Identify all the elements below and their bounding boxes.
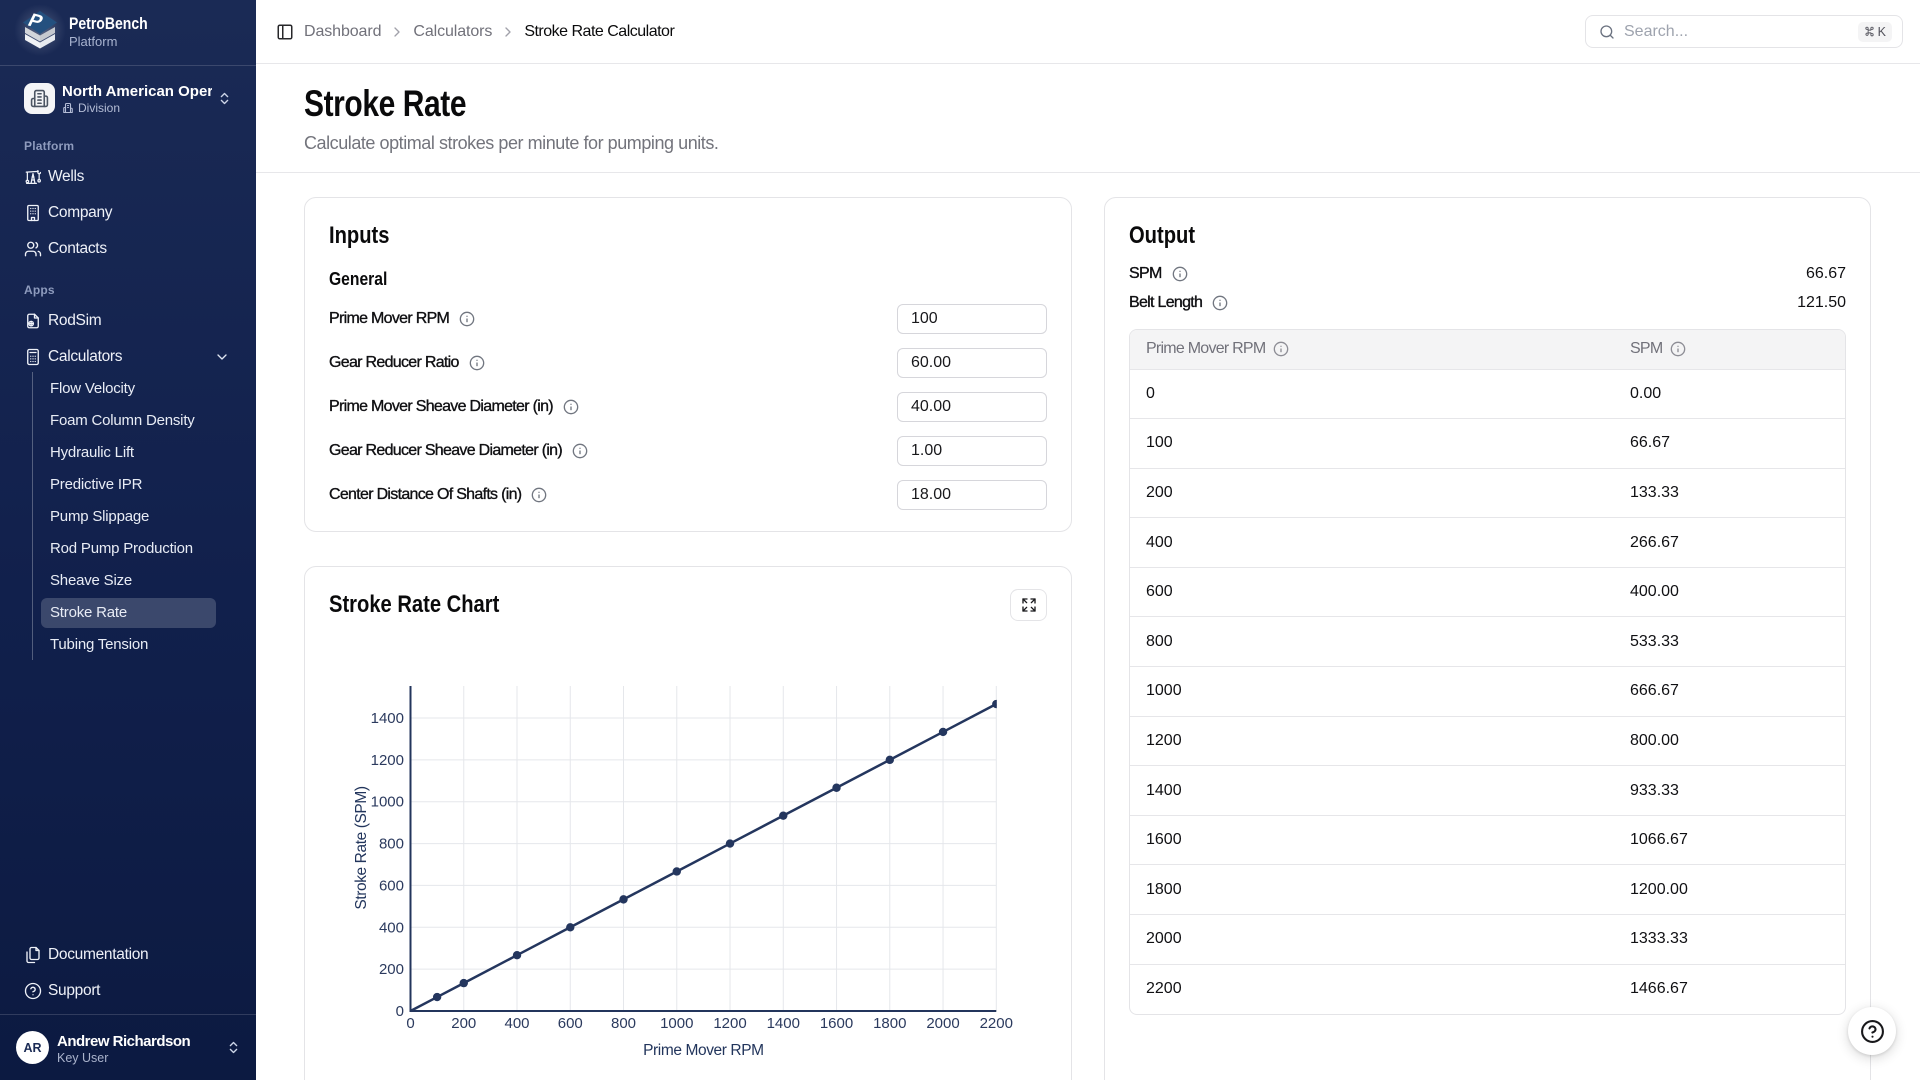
svg-text:600: 600 <box>379 877 404 894</box>
svg-text:1400: 1400 <box>371 710 404 727</box>
svg-text:1200: 1200 <box>713 1015 746 1032</box>
svg-text:Prime Mover RPM: Prime Mover RPM <box>643 1042 764 1059</box>
svg-text:200: 200 <box>451 1015 476 1032</box>
svg-text:1000: 1000 <box>371 794 404 811</box>
svg-text:0: 0 <box>396 1003 404 1020</box>
svg-text:0: 0 <box>406 1015 414 1032</box>
svg-text:1600: 1600 <box>820 1015 853 1032</box>
svg-text:1200: 1200 <box>371 752 404 769</box>
svg-text:2200: 2200 <box>980 1015 1013 1032</box>
svg-text:Stroke Rate (SPM): Stroke Rate (SPM) <box>353 786 370 910</box>
svg-text:1000: 1000 <box>660 1015 693 1032</box>
svg-text:400: 400 <box>504 1015 529 1032</box>
svg-text:1400: 1400 <box>767 1015 800 1032</box>
svg-text:800: 800 <box>379 836 404 853</box>
svg-text:2000: 2000 <box>926 1015 959 1032</box>
svg-text:800: 800 <box>611 1015 636 1032</box>
svg-text:200: 200 <box>379 961 404 978</box>
svg-text:400: 400 <box>379 919 404 936</box>
svg-text:600: 600 <box>558 1015 583 1032</box>
svg-text:1800: 1800 <box>873 1015 906 1032</box>
